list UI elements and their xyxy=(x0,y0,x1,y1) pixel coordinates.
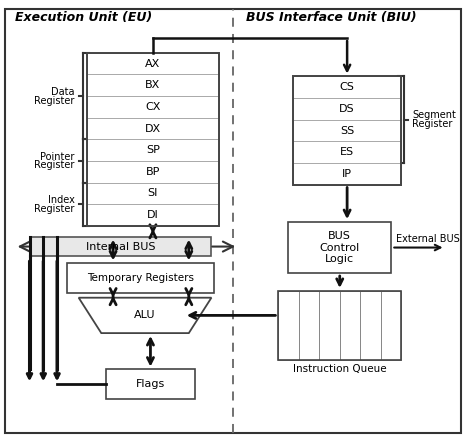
Bar xyxy=(340,291,360,360)
Bar xyxy=(293,76,401,185)
Bar xyxy=(87,96,219,118)
Bar xyxy=(293,163,401,185)
Text: DX: DX xyxy=(145,124,161,133)
Text: Register: Register xyxy=(34,95,75,106)
Text: External BUS: External BUS xyxy=(396,234,460,244)
Text: CS: CS xyxy=(340,82,355,92)
Text: Segment: Segment xyxy=(412,110,456,120)
Bar xyxy=(87,75,219,96)
Text: Index: Index xyxy=(48,195,75,205)
Text: Flags: Flags xyxy=(136,379,165,389)
Text: BP: BP xyxy=(146,167,160,177)
Text: AX: AX xyxy=(146,59,161,69)
Bar xyxy=(293,76,401,98)
Text: BUS: BUS xyxy=(328,231,351,241)
Text: Internal BUS: Internal BUS xyxy=(86,242,155,251)
Bar xyxy=(288,222,392,273)
Bar xyxy=(293,120,401,141)
Text: Temporary Registers: Temporary Registers xyxy=(87,273,194,283)
Text: Pointer: Pointer xyxy=(40,152,75,162)
Text: Data: Data xyxy=(51,87,75,97)
Text: BUS Interface Unit (BIU): BUS Interface Unit (BIU) xyxy=(246,11,417,24)
Text: Register: Register xyxy=(34,204,75,214)
Text: IP: IP xyxy=(342,169,352,179)
Bar xyxy=(87,53,219,75)
Bar xyxy=(293,98,401,120)
Bar xyxy=(87,139,219,161)
Polygon shape xyxy=(79,298,211,333)
Bar xyxy=(87,118,219,139)
Bar xyxy=(278,291,299,360)
Bar xyxy=(87,183,219,204)
Bar xyxy=(293,141,401,163)
Bar xyxy=(381,291,401,360)
Bar xyxy=(29,237,211,256)
Text: Logic: Logic xyxy=(325,254,354,264)
Text: SS: SS xyxy=(340,126,354,136)
Bar xyxy=(67,263,214,293)
Text: BX: BX xyxy=(146,80,161,90)
Text: CX: CX xyxy=(145,102,161,112)
Bar xyxy=(87,161,219,183)
Text: Execution Unit (EU): Execution Unit (EU) xyxy=(15,11,152,24)
Bar xyxy=(87,204,219,226)
Bar xyxy=(106,370,195,399)
Bar xyxy=(278,291,401,360)
Text: Register: Register xyxy=(34,160,75,171)
Bar xyxy=(299,291,319,360)
Text: Register: Register xyxy=(412,119,452,129)
Bar xyxy=(87,53,219,226)
Text: SP: SP xyxy=(146,145,160,155)
Text: ALU: ALU xyxy=(134,310,156,320)
Text: ES: ES xyxy=(340,147,354,157)
Text: DI: DI xyxy=(147,210,159,220)
Text: Control: Control xyxy=(319,243,360,252)
Bar xyxy=(360,291,381,360)
Text: DS: DS xyxy=(339,104,355,114)
Bar xyxy=(319,291,340,360)
Text: SI: SI xyxy=(148,188,158,198)
Text: Instruction Queue: Instruction Queue xyxy=(293,365,387,374)
